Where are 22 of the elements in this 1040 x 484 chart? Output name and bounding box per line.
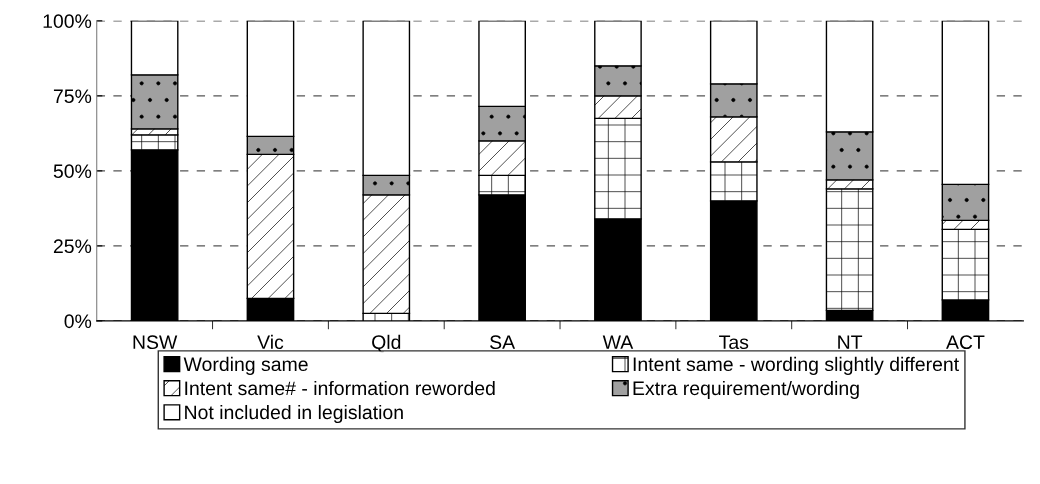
legend-label: Intent same# - information reworded bbox=[185, 380, 495, 396]
x-tick-label: Vic bbox=[257, 334, 284, 350]
y-tick-label: 75% bbox=[53, 89, 92, 104]
y-tick-label: 50% bbox=[53, 164, 92, 179]
y-tick-label: 0% bbox=[64, 314, 92, 329]
bar bbox=[825, 20, 874, 133]
x-tick-label: Tas bbox=[719, 335, 749, 350]
x-tick-label: NT bbox=[838, 335, 863, 349]
bar bbox=[130, 20, 179, 76]
x-tick-label: NSW bbox=[133, 335, 178, 350]
legend-label: Wording same bbox=[183, 356, 308, 375]
x-tick-label: WA bbox=[602, 335, 634, 349]
x-tick-label: SA bbox=[490, 335, 516, 350]
y-tick-label: 100% bbox=[43, 14, 92, 29]
x-tick-label: Qld bbox=[372, 334, 401, 353]
legend-label: Intent same - wording slightly different bbox=[633, 356, 959, 375]
legend-label: Not included in legislation bbox=[185, 404, 403, 424]
bar bbox=[941, 20, 990, 186]
x-tick-label: ACT bbox=[946, 335, 985, 350]
y-tick-label: 25% bbox=[53, 239, 92, 254]
legend-label: Extra requirement/wording bbox=[633, 380, 859, 400]
bar bbox=[246, 20, 295, 138]
